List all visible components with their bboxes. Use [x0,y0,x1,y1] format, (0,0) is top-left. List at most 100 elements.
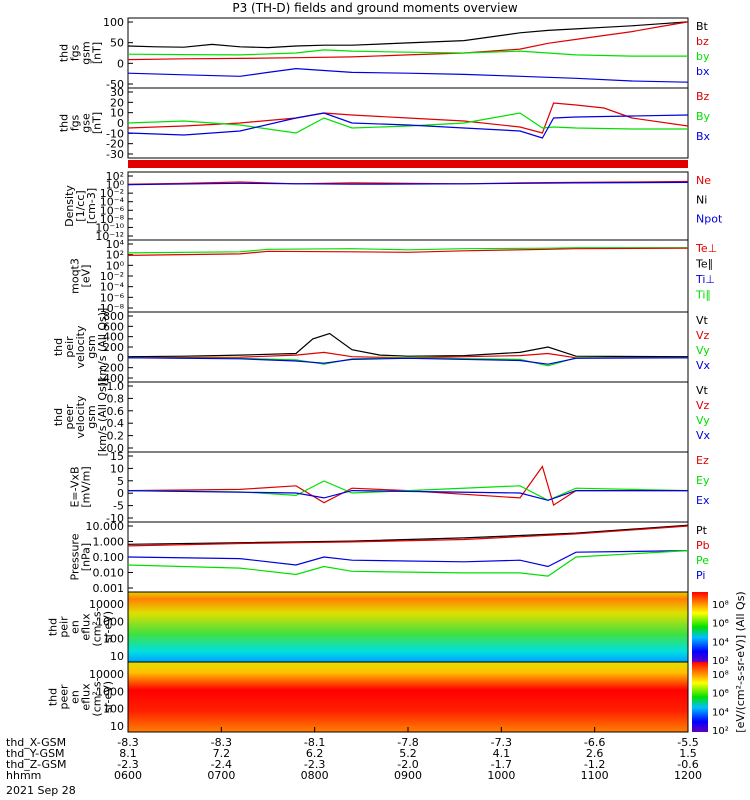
ylabel-line: [eV] [80,265,93,288]
ephemeris-value: -8.3 [117,736,138,749]
legend-Vt: Vt [696,314,709,327]
series-bz [127,21,689,61]
colorbar-tick: 10² [712,656,729,667]
colorbar-top [692,592,708,662]
ytick-label: 50 [110,37,124,50]
ephemeris-value: 0600 [114,769,142,782]
ephemeris-value: -7.8 [397,736,418,749]
ylabel-line: [1/cc] [74,190,87,221]
legend-Te∥: Te∥ [695,258,713,271]
ytick-label: 10⁰ [106,259,125,272]
ylabel-line: peer [63,404,76,430]
ytick-label: 10⁻² [100,187,124,200]
legend-Ni: Ni [696,193,707,206]
series-Vt [127,332,689,358]
legend-Ti∥: Ti∥ [695,289,711,302]
legend-Bt: Bt [696,20,709,33]
series-Npot [127,181,689,186]
legend-Ti⊥: Ti⊥ [695,273,715,286]
panel-frame [127,311,689,383]
ytick-label: 600 [103,320,124,333]
series-Bt [127,21,689,49]
ylabel: moqt3[eV] [69,258,93,294]
colorbar-tick: 10⁶ [712,619,729,630]
panel-peer-velocity: 1.00.80.60.40.20.0thdpeervelocitygsm[km/… [52,378,711,457]
ytick-label: -50 [106,78,124,91]
ephemeris-value: -8.3 [211,736,232,749]
ytick-label: 10² [106,170,124,183]
colorbar-bottom [692,662,708,732]
series-Ex [127,489,688,501]
panel-peir-en-eflux: 10000 1000 100 10 thdpeireneflux(cm²-s-sr-eV… [47,591,729,667]
ylabel-line: en [69,620,82,634]
legend-bx: bx [696,65,710,78]
ylabel-line: peer [58,684,71,710]
legend-Bz: Bz [696,90,710,103]
ylabel-line: thd [58,114,71,132]
legend-Te⊥: Te⊥ [695,242,717,255]
mode-bar [128,160,688,168]
legend-Vy: Vy [696,414,710,427]
series-Vx [127,357,689,365]
ytick-label: 0.4 [107,417,125,430]
series-Ez [127,465,688,507]
heatmap-peir-en-eflux [128,592,688,662]
ylabel-line: [cm-3] [85,188,98,224]
colorbar-tick: 10⁸ [712,670,729,681]
legend-Pi: Pi [696,569,705,582]
ytick-label: 10000 [89,668,124,681]
ytick-label: 1.000 [93,536,125,549]
ephemeris-value: -1.2 [584,758,605,771]
ytick-label: 10 [110,462,124,475]
ylabel-line: gse [80,113,93,133]
ytick-label: 100 [103,16,124,29]
ytick-label: -400 [99,372,124,385]
ytick-label: 10⁻² [100,270,124,283]
ephemeris-value: 8.1 [119,747,137,760]
series-Pt [127,524,689,545]
ephemeris-value: -2.4 [211,758,232,771]
ytick-label: 5 [117,475,124,488]
heatmap-peer-en-eflux [128,662,688,732]
ytick-label: 10.000 [86,520,125,533]
legend-Vt: Vt [696,384,709,397]
ylabel-line: thd [52,408,65,426]
ytick-label: 0 [117,351,124,364]
legend-Pt: Pt [696,524,708,537]
ylabel: E=-VxB[mV/m] [69,466,93,507]
ephemeris-label: thd_Z-GSM [6,758,66,771]
colorbar-label-text: [eV/(cm²-s-sr-eV)] (All Qs) [734,591,747,732]
ylabel-line: Pressure [69,533,82,580]
ytick-label: 0.100 [93,551,125,564]
colorbar-tick: 10⁴ [712,707,729,718]
colorbar-tick: 10² [712,726,729,737]
ylabel: Density[1/cc][cm-3] [63,185,98,227]
ytick-label: 200 [103,341,124,354]
ytick-label: 400 [103,331,124,344]
ephemeris-value: -7.3 [491,736,512,749]
ytick-label: 10⁻¹⁰ [95,221,124,234]
ephemeris-label: hhmm [6,769,41,782]
ephemeris-value: -6.6 [584,736,605,749]
ytick-label: 100 [103,633,124,646]
panel-peer-en-eflux: 10000 1000 100 10 thdpeereneflux(cm²-s-sr-eV… [47,661,729,737]
panel-density: 10²10⁰10⁻²10⁻⁴10⁻⁶10⁻⁸10⁻¹⁰10⁻¹²Density[… [63,170,723,243]
series-Pb [127,525,689,547]
ylabel-line: thd [47,618,60,636]
ylabel-line: fgs [69,114,82,131]
ylabel-line: peir [63,336,76,358]
ytick-label: -10 [106,127,124,140]
series-Bz [127,102,689,134]
ylabel-line: peir [58,616,71,638]
ytick-label: 15 [110,450,124,463]
ytick-label: 100 [103,703,124,716]
ylabel-line: Density [63,185,76,227]
chart-title: P3 (TH-D) fields and ground moments over… [232,1,517,15]
ylabel-line: [nT] [91,112,104,134]
ytick-label: 20 [110,96,124,109]
ylabel-line: thd [47,688,60,706]
